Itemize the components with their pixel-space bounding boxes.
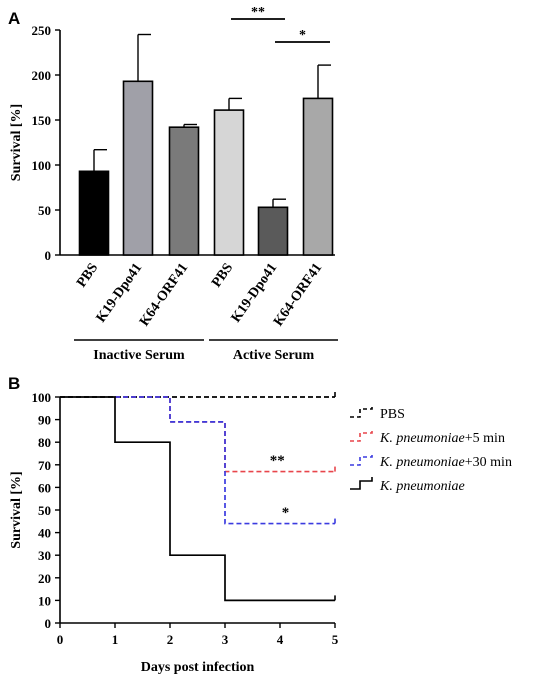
legend-item-2: K. pneumoniae+30 min: [350, 453, 512, 470]
category-label-4: K19-Dpo41: [229, 261, 281, 326]
survival-line-3: [60, 396, 335, 602]
y-tick-label-5: 250: [32, 23, 52, 38]
y-tick-label-9: 90: [38, 413, 51, 428]
legend-swatch-0: [350, 405, 373, 418]
panel-a-label: A: [8, 9, 20, 28]
group-label-1: Active Serum: [233, 348, 315, 363]
category-label-3: PBS: [209, 261, 236, 291]
y-tick-label-1: 50: [38, 203, 51, 218]
legend-swatch-1: [350, 429, 373, 442]
bar-4: [257, 206, 289, 256]
y-tick-label-3: 30: [38, 548, 51, 563]
category-label-0: PBS: [74, 261, 101, 291]
significance-label-0: **: [251, 5, 265, 20]
y-tick-label-0: 0: [45, 616, 52, 631]
legend-swatch-2: [350, 453, 373, 466]
legend-item-0: PBS: [350, 405, 405, 422]
y-tick-label-5: 50: [38, 503, 51, 518]
x-tick-label-2: 2: [167, 632, 174, 647]
y-axis-title: Survival [%]: [9, 104, 24, 181]
group-label-0: Inactive Serum: [93, 348, 185, 363]
legend-label-1: K. pneumoniae+5 min: [379, 431, 505, 446]
legend-item-3: K. pneumoniae: [350, 477, 465, 494]
y-tick-label-8: 80: [38, 435, 51, 450]
legend-label-0: PBS: [380, 407, 405, 422]
x-tick-label-3: 3: [222, 632, 229, 647]
significance-label-1: *: [299, 28, 306, 43]
y-tick-label-0: 0: [45, 248, 52, 263]
x-axis-title: Days post infection: [141, 660, 255, 675]
legend-swatch-3: [350, 477, 373, 490]
y-tick-label-7: 70: [38, 458, 51, 473]
y-tick-label-6: 60: [38, 480, 51, 495]
legend-item-1: K. pneumoniae+5 min: [350, 429, 505, 446]
x-tick-label-5: 5: [332, 632, 339, 647]
legend-label-3: K. pneumoniae: [379, 479, 465, 494]
survival-line-2: [115, 396, 335, 525]
x-tick-label-1: 1: [112, 632, 119, 647]
y-tick-label-2: 100: [32, 158, 52, 173]
significance-label-0: **: [270, 453, 285, 469]
bar-3: [213, 109, 245, 256]
y-axis-title: Survival [%]: [9, 471, 24, 548]
category-label-5: K64-ORF41: [271, 261, 325, 329]
panel-b-label: B: [8, 374, 20, 393]
category-label-2: K64-ORF41: [137, 261, 191, 329]
panel-b-survival-chart: 0 10 20 30 40 50 60 70 80 90 100 0 1 2 3 4 5 Survival [%]…: [9, 390, 512, 675]
bar-2: [168, 126, 200, 256]
legend-label-2: K. pneumoniae+30 min: [379, 455, 512, 470]
bar-0: [78, 170, 110, 256]
y-tick-label-3: 150: [32, 113, 52, 128]
y-tick-label-1: 10: [38, 593, 51, 608]
y-tick-label-10: 100: [32, 390, 52, 405]
category-label-1: K19-Dpo41: [94, 261, 146, 326]
x-tick-label-0: 0: [57, 632, 64, 647]
y-tick-label-4: 200: [32, 68, 52, 83]
bar-1: [122, 80, 154, 256]
significance-label-1: *: [282, 505, 290, 521]
bar-5: [302, 97, 334, 256]
y-tick-label-2: 20: [38, 571, 51, 586]
y-tick-label-4: 40: [38, 526, 51, 541]
x-tick-label-4: 4: [277, 632, 284, 647]
